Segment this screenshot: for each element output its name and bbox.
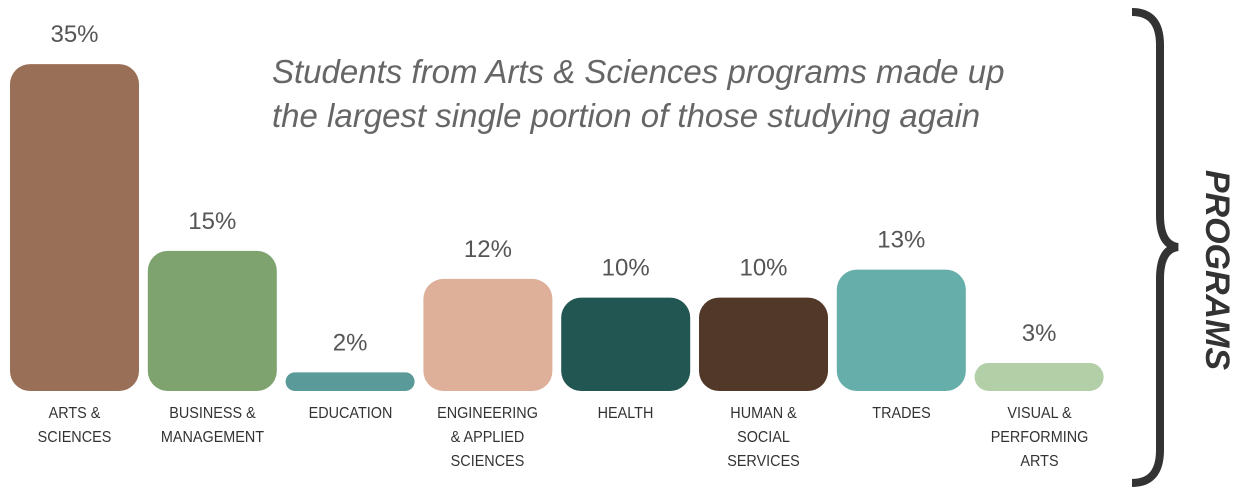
bar	[423, 278, 553, 391]
bar	[836, 269, 966, 391]
category-label: TRADES	[872, 405, 931, 422]
category-label: BUSINESS & MANAGEMENT	[160, 405, 264, 446]
annotation: Students from Arts & Sciences programs m…	[272, 53, 1005, 134]
value-label: 15%	[188, 208, 236, 235]
axis-label: PROGRAMS	[1198, 170, 1236, 371]
bar	[699, 297, 828, 391]
category-label: HEALTH	[597, 405, 654, 422]
category-label: VISUAL & PERFORMING ARTS	[990, 405, 1088, 470]
value-label: 35%	[50, 21, 98, 48]
bar	[561, 297, 691, 391]
category-label: ARTS & SCIENCES	[37, 405, 112, 446]
category-label: ENGINEERING & APPLIED SCIENCES	[437, 405, 539, 470]
value-label: 10%	[739, 255, 787, 282]
value-label: 2%	[333, 329, 368, 356]
value-label: 12%	[464, 236, 512, 263]
bar	[974, 362, 1104, 391]
bar	[285, 372, 415, 391]
value-label: 3%	[1022, 320, 1057, 347]
value-label: 10%	[602, 255, 650, 282]
category-label: HUMAN & SOCIAL SERVICES	[727, 405, 800, 470]
brace	[1131, 8, 1179, 487]
value-label: 13%	[877, 227, 925, 254]
category-label: EDUCATION	[308, 405, 392, 422]
bar	[10, 64, 139, 391]
bar	[147, 250, 277, 391]
